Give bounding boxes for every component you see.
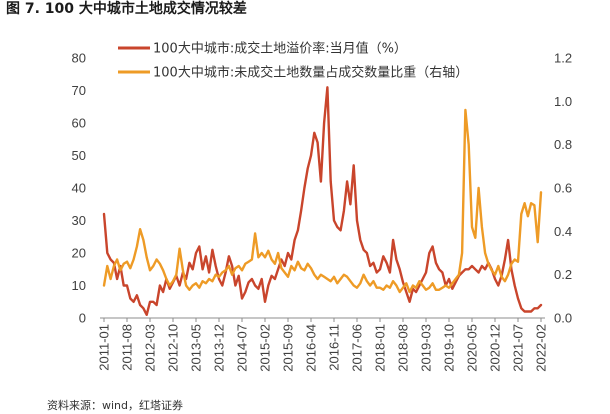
axes: 0 10 20 30 40 50 60 70 80 0.0 0.2 0.4 0.6 0.8 1.0 1.2 20… <box>72 51 573 372</box>
x-tick-label: 2016-11 <box>327 324 342 371</box>
y-right-tick-label: 0.0 <box>554 311 572 326</box>
legend-label-premium-rate: 100大中城市:成交土地溢价率:当月值（%） <box>153 41 407 57</box>
y-right-tick-label: 1.0 <box>554 94 572 109</box>
y-left-tick-label: 20 <box>72 246 86 261</box>
y-left-tick-label: 40 <box>72 181 86 196</box>
y-right-tick-label: 1.2 <box>554 51 572 66</box>
figure-title: 图 7. 100 大中城市土地成交情况较差 <box>6 1 247 17</box>
y-left-tick-label: 70 <box>72 83 86 98</box>
y-left-tick-label: 50 <box>72 148 86 163</box>
x-tick-label: 2015-02 <box>258 324 273 372</box>
x-tick-label: 2012-10 <box>166 324 181 372</box>
y-left-tick-label: 60 <box>72 116 86 131</box>
y-right-tick-label: 0.6 <box>554 181 572 196</box>
x-tick-label: 2021-07 <box>511 324 526 372</box>
x-tick-label: 2022-02 <box>534 324 549 372</box>
y-left-tick-label: 10 <box>72 278 86 293</box>
y-left-tick-label: 0 <box>79 311 86 326</box>
x-tick-label: 2014-07 <box>235 324 250 372</box>
y-right-tick-label: 0.8 <box>554 137 572 152</box>
y-right-tick-label: 0.4 <box>554 224 572 239</box>
series-line-unsold-ratio <box>102 108 543 294</box>
x-tick-label: 2017-06 <box>350 324 365 372</box>
y-right-tick-label: 0.2 <box>554 267 572 282</box>
x-tick-label: 2019-10 <box>442 324 457 372</box>
x-tick-label: 2012-03 <box>143 324 158 372</box>
x-tick-label: 2013-12 <box>212 324 227 372</box>
x-tick-label: 2018-01 <box>373 324 388 372</box>
y-left-tick-label: 80 <box>72 51 86 66</box>
source-note: 资料来源：wind，红塔证券 <box>47 399 184 412</box>
y-left-tick-label: 30 <box>72 213 86 228</box>
x-tick-label: 2011-08 <box>120 324 135 371</box>
x-tick-label: 2020-12 <box>488 324 503 372</box>
series-lines <box>102 86 543 316</box>
x-tick-label: 2015-09 <box>281 324 296 372</box>
x-tick-label: 2011-01 <box>97 324 112 371</box>
x-tick-label: 2016-04 <box>304 324 319 372</box>
series-line-premium-rate <box>102 86 543 316</box>
legend-label-unsold-ratio: 100大中城市:未成交土地数量占成交数量比重（右轴） <box>153 65 468 81</box>
x-tick-label: 2019-03 <box>419 324 434 372</box>
legend: 100大中城市:成交土地溢价率:当月值（%） 100大中城市:未成交土地数量占成… <box>118 41 468 81</box>
x-tick-label: 2018-08 <box>396 324 411 372</box>
x-tick-label: 2013-05 <box>189 324 204 372</box>
x-tick-label: 2020-05 <box>465 324 480 372</box>
